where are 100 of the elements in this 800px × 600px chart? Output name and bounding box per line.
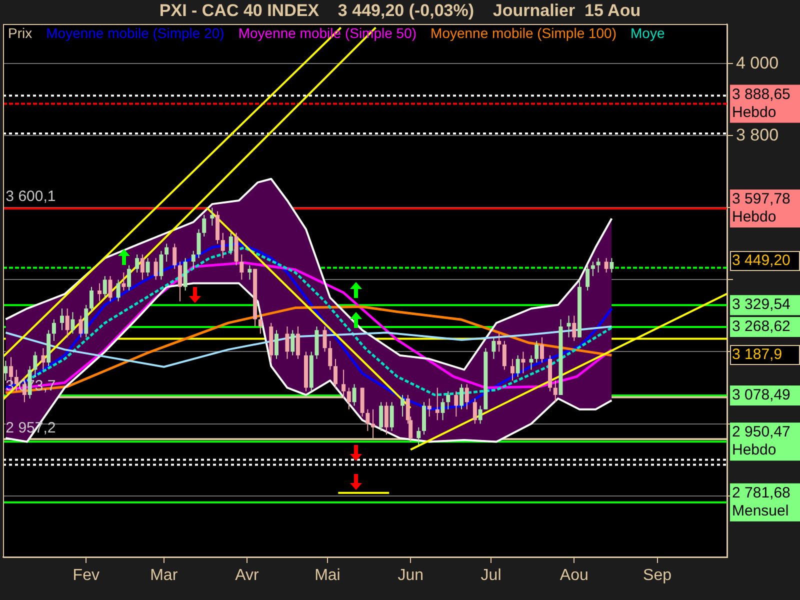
candlestick [610, 258, 614, 273]
candlestick [328, 340, 332, 370]
candlestick [102, 276, 107, 298]
candlestick [140, 254, 144, 280]
candlestick [240, 254, 244, 280]
candlestick [52, 318, 56, 342]
candlestick [416, 426, 421, 446]
candlestick [460, 384, 464, 410]
candlestick [604, 258, 608, 273]
candlestick [322, 326, 327, 352]
text: 3 187,9 [732, 346, 782, 364]
candlestick [159, 250, 164, 280]
candlestick [534, 340, 539, 364]
candlestick [285, 326, 290, 360]
candlestick [210, 207, 214, 226]
candlestick [122, 272, 126, 291]
candlestick [346, 387, 351, 410]
candlestick [510, 358, 514, 382]
ref-line-label: 3 597,78 Hebdo [732, 190, 790, 226]
candlestick [553, 380, 558, 403]
ref-line-label: 2 781,68 Mensuel [732, 484, 790, 520]
candlestick [390, 402, 394, 432]
text: Moyenne mobile (Simple 20) [46, 25, 224, 41]
candlestick [146, 258, 150, 277]
candlestick [33, 351, 38, 378]
candlestick [529, 354, 534, 370]
chart-title: PXI - CAC 40 INDEX 3 449,20 (-0,03%) Journalier 15 Aou [158, 1, 642, 21]
text: Prix [8, 25, 32, 41]
candlestick [178, 261, 182, 302]
candlestick [65, 308, 70, 338]
candlestick [274, 330, 279, 360]
candlestick [172, 243, 177, 270]
candlestick [371, 408, 376, 439]
x-tick-label: Fev [72, 567, 100, 584]
ref-line-label: 3 268,62 [732, 318, 790, 336]
candlestick [70, 312, 75, 334]
candlestick [108, 276, 112, 302]
candlestick [135, 254, 140, 273]
candlestick [78, 315, 83, 338]
candlestick [202, 214, 206, 237]
candlestick [521, 351, 526, 374]
candlestick [492, 336, 496, 360]
candlestick [154, 258, 158, 280]
text: 3 449,20 [732, 252, 790, 270]
text: Moyenne mobile (Simple 100) [430, 25, 617, 41]
ref-line-label: 3 078,49 [732, 386, 790, 404]
candlestick [196, 228, 201, 259]
candlestick [41, 348, 46, 370]
candlestick [379, 402, 384, 432]
candlestick [164, 243, 169, 262]
candlestick [400, 394, 405, 418]
text: Moye [630, 25, 665, 41]
candlestick [127, 264, 132, 291]
candlestick [572, 315, 576, 342]
x-tick-label: Avr [235, 567, 260, 584]
ref-line-label: 3 888,65 Hebdo [732, 86, 790, 121]
x-tick-label: Aou [560, 567, 588, 584]
x-tick-label: Jun [398, 567, 424, 584]
candlestick [516, 354, 520, 378]
x-tick-label: Sep [643, 567, 672, 584]
candlestick [89, 286, 94, 313]
candlestick [334, 358, 338, 388]
candlestick [566, 315, 571, 338]
candlestick [440, 398, 445, 421]
y-tick-label: 3 800 [736, 125, 779, 144]
ref-line-label: 3 329,54 [732, 296, 790, 314]
candlestick [540, 336, 544, 364]
candlestick [296, 326, 300, 360]
x-tick-label: Mar [150, 567, 178, 584]
x-tick-label: Jul [480, 567, 502, 584]
candlestick [116, 279, 120, 302]
candlestick [586, 264, 590, 291]
candlestick [342, 369, 346, 400]
candlestick [590, 261, 595, 277]
candlestick [454, 390, 458, 418]
ref-line-label: 2 950,47 Hebdo [732, 424, 790, 459]
candlestick [446, 390, 450, 410]
candlestick [220, 232, 225, 259]
candlestick [435, 387, 440, 421]
candlestick [60, 308, 64, 331]
candlestick [502, 340, 506, 370]
candlestick [478, 405, 482, 424]
candlestick [352, 384, 356, 406]
candlestick [497, 333, 502, 352]
candlestick [191, 250, 196, 270]
candlestick [258, 312, 262, 334]
candlestick [14, 369, 18, 392]
candlestick [4, 360, 8, 382]
candlestick [248, 264, 252, 280]
candlestick [596, 258, 600, 273]
candlestick [472, 398, 477, 424]
candlestick [228, 232, 233, 255]
candlestick [384, 402, 388, 436]
candlestick [427, 398, 432, 418]
candlestick [464, 384, 469, 410]
candlestick [98, 282, 102, 302]
x-tick-label: Mai [314, 567, 340, 584]
candlestick [290, 330, 295, 356]
annotation: 3 600,1 [6, 188, 56, 205]
y-tick-label: 4 000 [736, 53, 779, 72]
